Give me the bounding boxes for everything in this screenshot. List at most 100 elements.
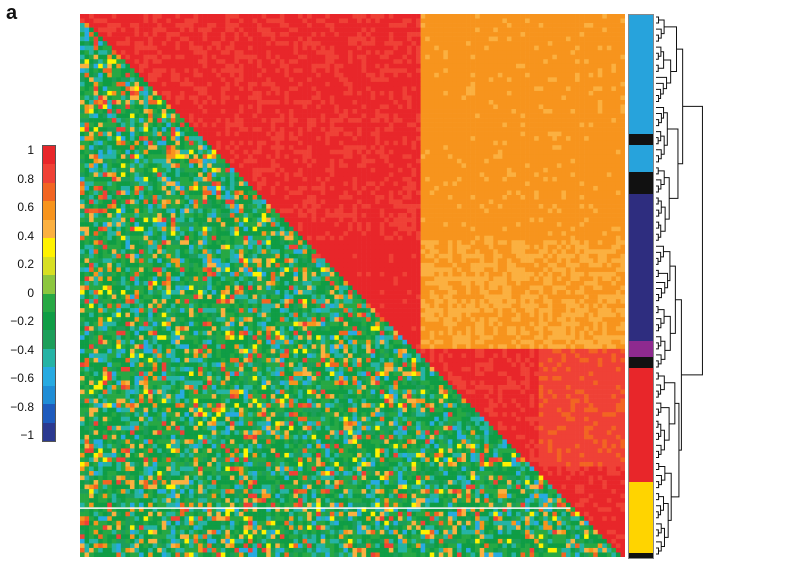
heatmap-cell [361,163,367,169]
heatmap-cell [556,68,562,74]
heatmap-cell [129,90,135,96]
heatmap-cell [488,81,494,87]
heatmap-cell [602,59,608,65]
heatmap-cell [534,145,540,151]
heatmap-cell [116,27,122,33]
heatmap-cell [407,172,412,178]
heatmap-cell [516,72,521,78]
heatmap-cell [179,131,185,137]
heatmap-cell [615,172,621,178]
heatmap-cell [234,32,240,37]
heatmap-cell [102,149,108,155]
heatmap-cell [338,118,344,123]
heatmap-cell [447,45,453,51]
heatmap-cell [252,122,258,128]
heatmap-cell [102,172,108,178]
heatmap-cell [484,158,490,164]
heatmap-cell [325,36,331,42]
heatmap-cell [148,77,153,83]
heatmap-cell [334,54,340,60]
heatmap-cell [393,86,399,92]
heatmap-cell [575,95,580,101]
heatmap-cell [375,90,381,96]
heatmap-cell [307,145,312,151]
heatmap-cell [284,136,290,142]
heatmap-cell [116,149,122,155]
heatmap-cell [456,172,462,178]
heatmap-cell [216,195,222,200]
heatmap-cell [347,127,353,132]
heatmap-cell [461,158,467,164]
heatmap-cell [407,118,412,123]
colorbar-segment [43,201,55,220]
heatmap-cell [388,127,394,132]
heatmap-cell [447,181,453,187]
heatmap-cell [329,163,335,169]
heatmap-cell [620,68,625,74]
heatmap-cell [111,149,117,155]
heatmap-cell [234,72,240,78]
heatmap-cell [102,181,108,187]
heatmap-cell [466,158,471,164]
heatmap-cell [202,77,208,83]
heatmap-cell [584,163,589,169]
heatmap-cell [288,104,294,110]
heatmap-cell [447,145,453,151]
heatmap-cell [429,68,435,74]
heatmap-cell [161,154,167,160]
heatmap-cell [157,190,163,196]
heatmap-cell [602,54,608,60]
heatmap-cell [170,136,176,142]
heatmap-cell [293,172,299,178]
heatmap-cell [225,185,231,191]
heatmap-cell [556,190,562,196]
heatmap-cell [284,167,290,173]
heatmap-cell [615,118,621,123]
heatmap-cell [179,109,185,114]
heatmap-cell [302,176,308,182]
heatmap-cell [357,36,362,42]
heatmap-cell [143,181,149,187]
heatmap-cell [266,59,272,65]
heatmap-cell [420,68,426,74]
heatmap-cell [80,167,85,173]
heatmap-cell [257,136,262,142]
heatmap-cell [493,131,499,137]
heatmap-cell [438,181,444,187]
heatmap-cell [579,104,585,110]
heatmap-cell [311,36,317,42]
heatmap-cell [397,181,403,187]
heatmap-cell [198,140,203,146]
heatmap-cell [302,158,308,164]
heatmap-cell [575,154,580,160]
heatmap-cell [316,195,322,200]
heatmap-cell [193,36,199,42]
heatmap-cell [447,32,453,37]
heatmap-cell [466,140,471,146]
heatmap-cell [175,163,181,169]
heatmap-cell [148,59,153,65]
heatmap-cell [288,185,294,191]
heatmap-cell [116,59,122,65]
heatmap-cell [175,50,181,56]
heatmap-cell [98,23,104,28]
heatmap-cell [270,72,276,78]
heatmap-cell [116,154,122,160]
heatmap-cell [534,59,540,65]
heatmap-cell [466,109,471,114]
heatmap-cell [434,122,440,128]
heatmap-cell [397,23,403,28]
heatmap-cell [602,145,608,151]
heatmap-cell [379,45,385,51]
heatmap-cell [547,190,553,196]
heatmap-cell [384,154,390,160]
heatmap-cell [434,32,440,37]
heatmap-cell [416,167,421,173]
heatmap-cell [229,18,235,24]
heatmap-cell [388,154,394,160]
heatmap-cell [352,145,358,151]
heatmap-cell [270,32,276,37]
heatmap-cell [575,27,580,33]
heatmap-cell [393,77,399,83]
heatmap-cell [166,59,172,65]
